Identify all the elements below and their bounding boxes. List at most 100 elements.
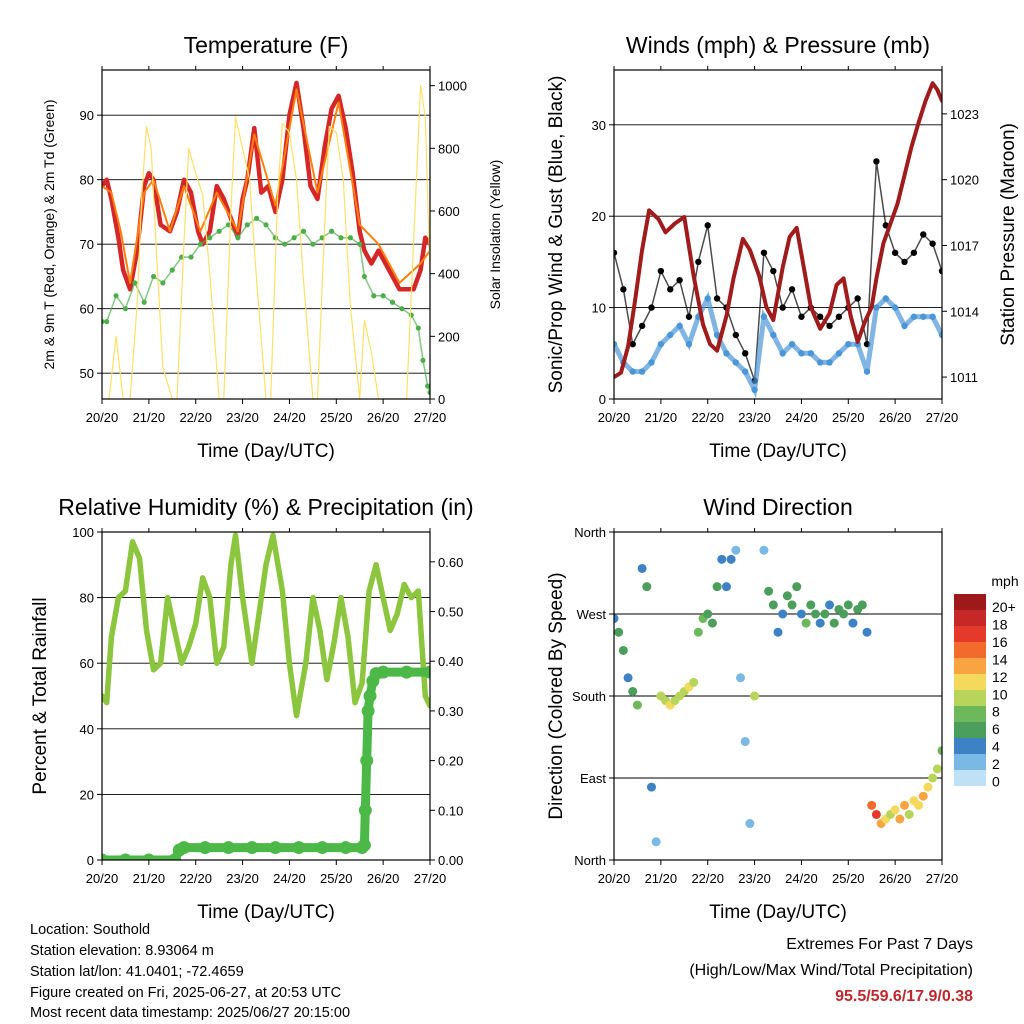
direction-point [787,600,797,610]
humidity-ytick-label: 80 [80,591,94,606]
temperature-ytick-right-label: 1000 [438,79,467,94]
legend-label: 18 [992,616,1008,632]
legend-swatch [954,610,986,626]
temperature-ytick-label: 60 [80,302,94,317]
wind_direction-xtick-label: 24/20 [785,871,818,886]
direction-point [918,791,928,801]
humidity-ytick-label: 40 [80,722,94,737]
legend-label: 4 [992,739,1000,755]
temperature-plot-area [102,80,430,399]
humidity-series-precip-point [102,853,109,860]
humidity-series-precip-point [268,841,282,855]
legend-swatch [954,690,986,706]
direction-point [618,645,628,655]
temperature-series-2m-t-line [102,80,430,292]
direction-point [750,691,760,701]
legend-swatch [954,738,986,754]
winds-frame [613,69,943,400]
humidity-series-precip-point [198,841,212,855]
direction-point [825,600,835,610]
humidity-ytick-right-label: 0.10 [438,803,463,818]
legend-swatch [954,770,986,786]
direction-point [900,800,910,810]
extremes-values: 95.5/59.6/17.9/0.38 [835,988,973,1005]
humidity-xtick-label: 20/20 [86,871,119,886]
direction-point [839,609,849,619]
temperature-ytick-right-label: 400 [438,267,460,282]
direction-point [623,673,633,683]
temperature-xtick-label: 22/20 [179,410,212,425]
direction-point [778,609,788,619]
footer-location: Location: Southold [30,922,151,938]
winds-series-pressure-line [614,81,942,380]
legend-swatch [954,594,986,610]
humidity-series-precip-point [177,841,191,855]
temperature-ylabel-right: Solar Insolation (Yellow) [487,160,503,310]
legend-label: 6 [992,721,1000,737]
direction-point [745,819,755,829]
winds-xtick-label: 27/20 [926,410,959,425]
humidity-series-precip-point [363,689,377,703]
winds-xlabel: Time (Day/UTC) [709,441,847,462]
humidity-series-precip-point [423,665,430,679]
direction-point [904,809,914,819]
humidity-series-rh-line [102,532,430,719]
winds-xtick-label: 22/20 [691,410,724,425]
temperature-title: Temperature (F) [184,32,349,58]
temperature-xlabel: Time (Day/UTC) [197,441,335,462]
footer-recent: Most recent data timestamp: 2025/06/27 2… [30,1005,351,1021]
direction-point [923,782,933,792]
legend-swatch [954,722,986,738]
humidity-ytick-label: 0 [87,853,94,868]
humidity-series-precip-point [400,665,414,679]
direction-point [871,809,881,819]
direction-point [815,618,825,628]
winds-xtick-label: 25/20 [832,410,865,425]
wind_direction-ylabel: Direction (Colored By Speed) [546,572,567,819]
direction-point [773,627,783,637]
wind_direction-ytick-label: North [574,525,606,540]
humidity-series-precip-point [358,803,372,817]
wind_direction-xtick-label: 23/20 [738,871,771,886]
wind_direction-xlabel: Time (Day/UTC) [709,902,847,923]
humidity-ylabel: Percent & Total Rainfall [30,597,51,794]
temperature-xtick-label: 27/20 [414,410,447,425]
winds-ytick-right-label: 1017 [950,238,979,253]
direction-point [937,746,942,756]
temperature-series-solar-line [102,85,430,399]
temperature-ytick-label: 70 [80,237,94,252]
temperature-series-9m-t-line [102,88,430,284]
legend-title: mph [991,573,1018,589]
humidity-series-precip-point [245,841,259,855]
legend-swatch [954,674,986,690]
wind_direction-xtick-label: 22/20 [691,871,724,886]
footer-created: Figure created on Fri, 2025-06-27, at 20… [30,985,342,1001]
humidity-series-precip-point [142,853,156,860]
direction-point [689,677,699,687]
direction-point [820,609,830,619]
humidity-series-precip-point [360,754,374,768]
legend-label: 12 [992,669,1008,685]
wind_direction-xtick-label: 21/20 [645,871,678,886]
wind_direction-plot-area [614,545,942,847]
direction-point [646,782,656,792]
humidity-series-precip-point [292,841,306,855]
humidity-ytick-right-label: 0.30 [438,704,463,719]
direction-point [829,618,839,628]
direction-point [806,600,816,610]
humidity-ytick-right-label: 0.00 [438,853,463,868]
direction-point [928,773,938,783]
winds-xtick-label: 23/20 [738,410,771,425]
wind_direction-ytick-label: South [572,689,606,704]
winds-ytick-right-label: 1011 [950,370,978,385]
legend-label: 16 [992,634,1008,650]
winds-xtick-label: 24/20 [785,410,818,425]
humidity-xtick-label: 26/20 [367,871,400,886]
temperature-ytick-label: 50 [80,366,94,381]
humidity-xtick-label: 25/20 [320,871,353,886]
winds-ytick-label: 20 [592,209,606,224]
humidity-xtick-label: 23/20 [226,871,259,886]
direction-point [726,554,736,564]
temperature-xtick-label: 24/20 [273,410,306,425]
